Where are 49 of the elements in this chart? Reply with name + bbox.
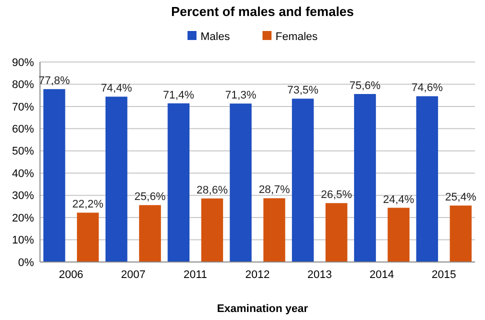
data-label: 73,5%: [287, 84, 319, 97]
bar: [388, 208, 410, 262]
x-tick-label: 2013: [307, 269, 332, 281]
bar: [416, 96, 438, 262]
data-label: 25,6%: [134, 191, 166, 204]
bar: [106, 96, 128, 262]
data-label: 24,4%: [382, 194, 414, 206]
bar: [139, 205, 161, 262]
data-label: 77,8%: [38, 75, 70, 88]
bar: [326, 203, 348, 262]
y-tick-label: 20%: [12, 212, 34, 224]
data-label: 71,4%: [162, 89, 194, 102]
data-label: 22,2%: [72, 198, 104, 211]
chart-title: Percent of males and females: [171, 4, 354, 19]
y-tick-label: 0%: [18, 256, 34, 269]
y-tick-label: 10%: [12, 234, 34, 247]
y-tick-label: 90%: [12, 56, 34, 69]
y-tick-label: 60%: [12, 124, 34, 136]
bar: [292, 98, 314, 262]
x-tick-label: 2011: [184, 269, 208, 281]
legend-label: Males: [200, 31, 230, 43]
y-tick-label: 70%: [12, 101, 34, 114]
data-label: 74,6%: [412, 82, 443, 94]
y-tick-label: 40%: [12, 168, 34, 180]
bar: [76, 212, 99, 262]
data-label: 71,3%: [225, 90, 257, 102]
x-axis-title: Examination year: [216, 303, 309, 315]
y-tick-label: 30%: [12, 190, 34, 202]
data-label: 74,4%: [100, 82, 132, 95]
x-tick-label: 2006: [58, 269, 84, 281]
legend-label: Females: [276, 31, 318, 43]
bar: [201, 198, 224, 262]
data-label: 75,6%: [349, 80, 381, 92]
x-tick-label: 2015: [432, 269, 456, 281]
y-tick-label: 80%: [12, 79, 34, 92]
bar: [263, 198, 286, 262]
bar: [230, 104, 252, 262]
bar: [43, 89, 66, 262]
data-label: 26,5%: [320, 189, 352, 202]
bar: [450, 206, 472, 262]
data-label: 25,4%: [445, 192, 477, 204]
data-label: 28,7%: [258, 184, 290, 196]
x-tick-label: 2014: [370, 269, 394, 281]
y-tick-label: 50%: [12, 146, 34, 158]
bar: [168, 103, 190, 262]
data-label: 28,6%: [196, 184, 228, 196]
x-tick-label: 2007: [120, 269, 146, 281]
x-tick-label: 2012: [245, 269, 270, 281]
bar: [354, 94, 376, 262]
